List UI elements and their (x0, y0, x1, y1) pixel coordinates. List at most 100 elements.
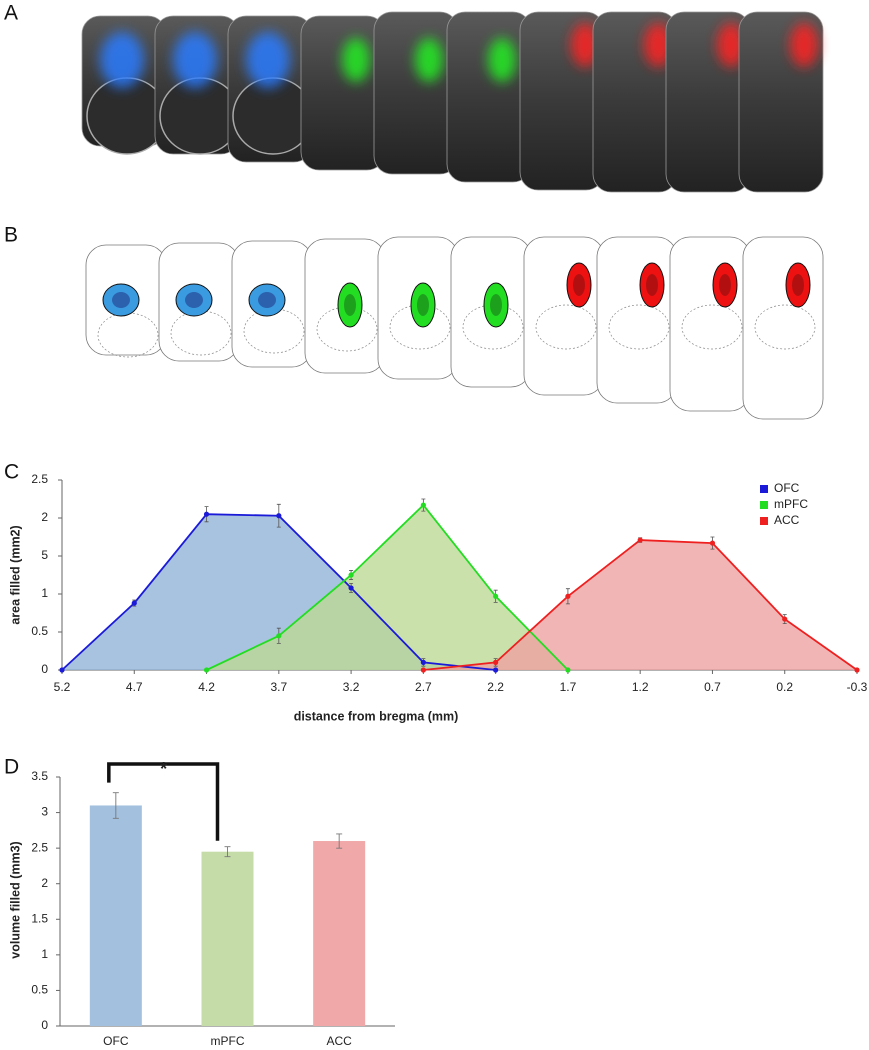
significance-bracket (107, 762, 220, 841)
injection-core (258, 292, 276, 308)
significance-label: * (160, 759, 167, 779)
data-point (420, 667, 426, 673)
brain-slice (446, 11, 532, 183)
data-point (493, 659, 499, 666)
atlas-drawings (85, 236, 824, 420)
y-tick-label: 0 (41, 1018, 48, 1032)
data-point (203, 667, 210, 673)
legend-label: mPFC (774, 497, 808, 511)
injection-core (646, 274, 658, 296)
y-tick-label: 2.5 (31, 840, 48, 854)
data-point (420, 502, 426, 508)
fluorescence (488, 38, 516, 82)
injection-core (792, 274, 804, 296)
y-tick-label: 2 (41, 876, 48, 890)
y-tick-label: 0.5 (31, 983, 48, 997)
error-bar (112, 792, 119, 819)
y-tick-label: 0 (41, 662, 48, 676)
data-point (493, 667, 499, 673)
atlas-structure (754, 304, 816, 350)
x-tick-label: 4.2 (198, 680, 215, 694)
injection-core (490, 294, 502, 316)
atlas-slice (596, 236, 678, 404)
y-tick-label: 1 (41, 586, 48, 600)
atlas-structure (389, 304, 451, 350)
x-tick-label: mPFC (211, 1034, 245, 1048)
y-axis-title: area filled (mm2) (8, 525, 22, 624)
data-point (565, 667, 571, 673)
panel-label: D (4, 756, 19, 779)
bar (89, 805, 142, 1026)
series-line (206, 503, 569, 671)
x-tick-label: 2.2 (487, 680, 504, 694)
injection-core (719, 274, 731, 296)
y-tick-label: 3 (41, 805, 48, 819)
injection-core (417, 294, 429, 316)
x-tick-label: 2.7 (415, 680, 432, 694)
data-point (709, 540, 716, 546)
data-point (782, 616, 788, 622)
atlas-structure (243, 308, 305, 354)
data-point (565, 593, 571, 599)
x-tick-label: 1.7 (560, 680, 577, 694)
fluorescence (790, 23, 818, 67)
data-point (276, 513, 282, 519)
fluorescence (246, 32, 290, 88)
panel-label: C (4, 461, 19, 484)
atlas-structure (316, 306, 378, 352)
x-tick-label: OFC (103, 1034, 129, 1048)
legend-label: ACC (774, 513, 800, 527)
x-tick-label: -0.3 (847, 680, 868, 694)
legend-label: OFC (774, 481, 800, 495)
y-tick-label: 0.5 (31, 624, 48, 638)
atlas-structure (608, 304, 670, 350)
data-point (59, 667, 65, 673)
x-axis-title: distance from bregma (mm) (294, 709, 459, 723)
x-tick-label: 3.2 (343, 680, 360, 694)
data-point (348, 572, 354, 578)
series-area (423, 540, 857, 670)
x-tick-label: 0.7 (704, 680, 721, 694)
fluorescence (644, 23, 672, 67)
histology-images (81, 11, 824, 193)
y-tick-label: 2 (41, 510, 48, 524)
fluorescence (173, 32, 217, 88)
y-tick-label: 1.5 (31, 911, 48, 925)
fluorescence (100, 32, 144, 88)
data-point (276, 633, 282, 639)
data-point (854, 667, 860, 673)
atlas-slice (523, 236, 605, 396)
y-axis-title: volume filled (mm3) (8, 841, 22, 958)
x-tick-label: 5.2 (54, 680, 71, 694)
injection-core (185, 292, 203, 308)
atlas-structure (462, 304, 524, 350)
fluorescence (571, 23, 599, 67)
data-point (420, 659, 426, 666)
fluorescence (415, 38, 443, 82)
panel-label: A (4, 2, 18, 25)
data-point (131, 600, 137, 606)
data-point (637, 537, 643, 543)
legend-swatch (760, 501, 768, 509)
atlas-structure (535, 304, 597, 350)
atlas-structure (170, 310, 232, 356)
x-tick-label: 4.7 (126, 680, 143, 694)
fluorescence (342, 38, 370, 82)
injection-core (112, 292, 130, 308)
bar (201, 851, 254, 1026)
legend-swatch (760, 485, 768, 493)
bar (313, 841, 366, 1026)
data-point (493, 593, 499, 599)
error-bar (336, 833, 343, 849)
data-point (348, 585, 354, 591)
injection-core (344, 294, 356, 316)
y-tick-label: 2.5 (31, 472, 48, 486)
brain-slice (300, 15, 386, 171)
data-point (203, 511, 210, 517)
fluorescence (717, 23, 745, 67)
brain-slice (373, 11, 459, 175)
legend-swatch (760, 517, 768, 525)
y-tick-label: 3.5 (31, 769, 48, 783)
